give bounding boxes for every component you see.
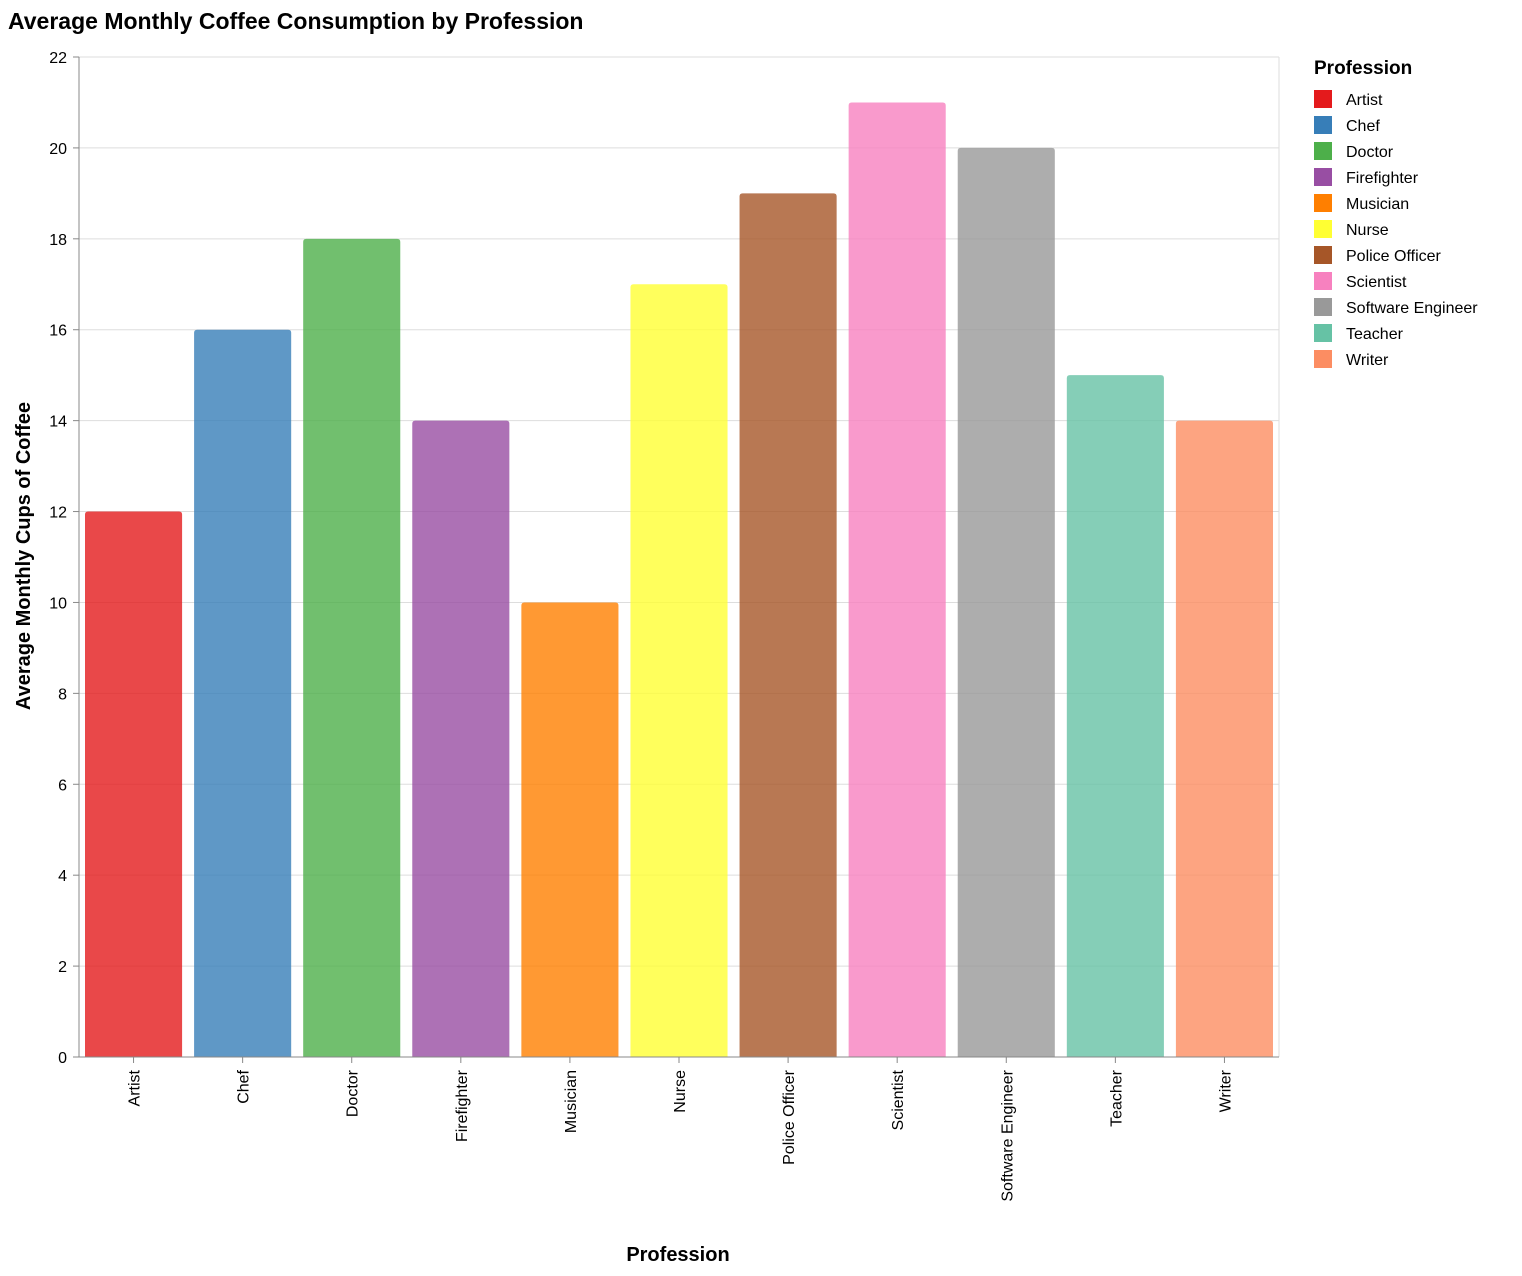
bar-software-engineer[interactable] [957, 147, 1055, 1058]
legend-label: Artist [1346, 92, 1383, 109]
bar-firefighter[interactable] [412, 420, 510, 1057]
legend-swatch [1314, 194, 1332, 212]
x-tick-label: Software Engineer [999, 1069, 1016, 1201]
y-tick-label: 16 [49, 323, 67, 340]
x-tick-label: Nurse [672, 1070, 689, 1113]
legend-label: Writer [1346, 352, 1389, 369]
y-tick-label: 2 [58, 959, 67, 976]
chart-title: Average Monthly Coffee Consumption by Pr… [8, 8, 583, 34]
bar-chef[interactable] [194, 329, 292, 1057]
legend-swatch [1314, 298, 1332, 316]
legend-label: Doctor [1346, 144, 1394, 161]
bar-scientist[interactable] [848, 102, 946, 1058]
bar-doctor[interactable] [303, 238, 401, 1057]
x-tick-label: Firefighter [454, 1069, 471, 1142]
legend: Profession Artist Chef Doctor Firefighter Mu… [1314, 58, 1478, 369]
legend-label: Police Officer [1346, 248, 1442, 265]
legend-swatch [1314, 168, 1332, 186]
bars [85, 102, 1273, 1058]
bar-teacher[interactable] [1066, 375, 1164, 1057]
x-tick-label: Musician [563, 1070, 580, 1133]
legend-label: Musician [1346, 196, 1409, 213]
y-tick-label: 12 [49, 505, 67, 522]
legend-swatch [1314, 324, 1332, 342]
legend-label: Teacher [1346, 326, 1404, 343]
legend-swatch [1314, 246, 1332, 264]
bar-police-officer[interactable] [739, 193, 837, 1057]
legend-label: Software Engineer [1346, 300, 1478, 317]
x-tick-label: Doctor [345, 1069, 362, 1117]
x-tick-label: Chef [236, 1069, 253, 1103]
x-axis-title: Profession [626, 1244, 729, 1266]
legend-label: Scientist [1346, 274, 1407, 291]
legend-swatch [1314, 142, 1332, 160]
y-tick-label: 4 [58, 868, 67, 885]
x-tick-label: Scientist [890, 1069, 907, 1130]
bar-nurse[interactable] [630, 284, 728, 1058]
axes: 0 2 4 6 8 10 12 14 16 18 20 22 Artist Chef Doctor Firef… [49, 50, 1279, 1202]
legend-label: Firefighter [1346, 170, 1419, 187]
y-tick-label: 8 [58, 686, 67, 703]
legend-label: Chef [1346, 118, 1380, 135]
legend-swatch [1314, 220, 1332, 238]
y-tick-label: 10 [49, 595, 67, 612]
y-tick-label: 6 [58, 777, 67, 794]
x-tick-label: Police Officer [781, 1069, 798, 1165]
y-axis-title: Average Monthly Cups of Coffee [13, 402, 35, 710]
x-tick-label: Teacher [1108, 1069, 1125, 1127]
bar-artist[interactable] [85, 511, 183, 1058]
legend-label: Nurse [1346, 222, 1389, 239]
bar-musician[interactable] [521, 602, 619, 1057]
legend-title: Profession [1314, 58, 1412, 79]
bar-writer[interactable] [1175, 420, 1273, 1057]
x-tick-label: Writer [1217, 1069, 1234, 1112]
y-tick-label: 0 [58, 1050, 67, 1067]
legend-swatch [1314, 272, 1332, 290]
legend-swatch [1314, 116, 1332, 134]
y-tick-label: 20 [49, 141, 67, 158]
y-tick-label: 22 [49, 50, 67, 67]
y-tick-label: 18 [49, 232, 67, 249]
legend-swatch [1314, 90, 1332, 108]
x-tick-label: Artist [127, 1069, 144, 1106]
legend-swatch [1314, 350, 1332, 368]
y-tick-label: 14 [49, 414, 67, 431]
